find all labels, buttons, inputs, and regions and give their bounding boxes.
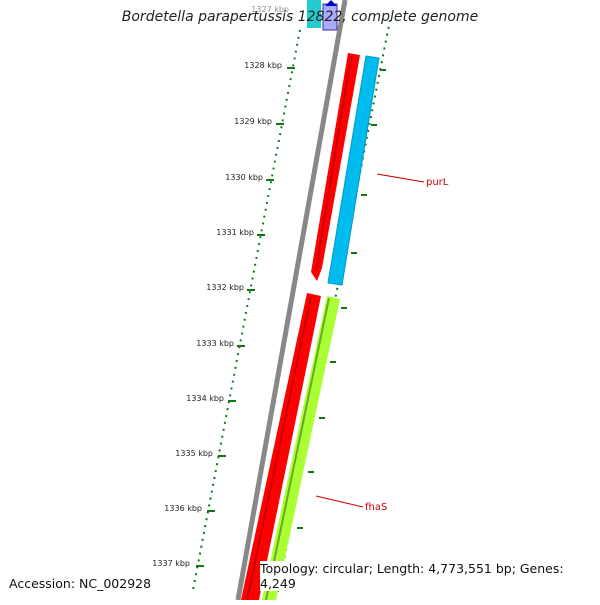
gene-fhas-shade bbox=[265, 297, 330, 601]
top-gene-a bbox=[307, 0, 321, 28]
cds-feature-2-shade bbox=[246, 295, 312, 601]
scale-label-1336: 1336 kbp bbox=[164, 504, 202, 513]
top-gene-b-arrow bbox=[325, 0, 337, 6]
scale-label-1335: 1335 kbp bbox=[175, 449, 213, 458]
cds-feature-2 bbox=[241, 293, 321, 600]
scale-label-1333: 1333 kbp bbox=[196, 339, 234, 348]
scale-label-1327: 1327 kbp bbox=[251, 5, 289, 14]
scale-label-1331: 1331 kbp bbox=[216, 228, 254, 237]
gene-label-purl: purL bbox=[426, 177, 449, 188]
scale-label-1329: 1329 kbp bbox=[234, 117, 272, 126]
genome-title: Bordetella parapertussis 12822, complete… bbox=[121, 9, 479, 25]
topology-label: Topology: circular; Length: 4,773,551 bp… bbox=[260, 561, 600, 591]
scale-label-1337: 1337 kbp bbox=[152, 559, 190, 568]
genome-backbone bbox=[235, 0, 348, 601]
gene-purl bbox=[327, 55, 380, 286]
cds-feature-1-shade bbox=[315, 55, 352, 271]
gene-label-fhas: fhaS bbox=[365, 502, 387, 513]
scale-label-1328: 1328 kbp bbox=[244, 61, 282, 70]
scale-label-1332: 1332 kbp bbox=[206, 283, 244, 292]
fhas-leader-line bbox=[315, 495, 364, 508]
accession-label: Accession: NC_002928 bbox=[9, 576, 152, 591]
scale-ticks: 1327 kbp 1328 kbp 1329 kbp 1330 kbp 1331… bbox=[152, 5, 386, 585]
scale-label-1334: 1334 kbp bbox=[186, 394, 224, 403]
scale-label-1330: 1330 kbp bbox=[225, 173, 263, 182]
purl-leader-line bbox=[376, 173, 425, 183]
